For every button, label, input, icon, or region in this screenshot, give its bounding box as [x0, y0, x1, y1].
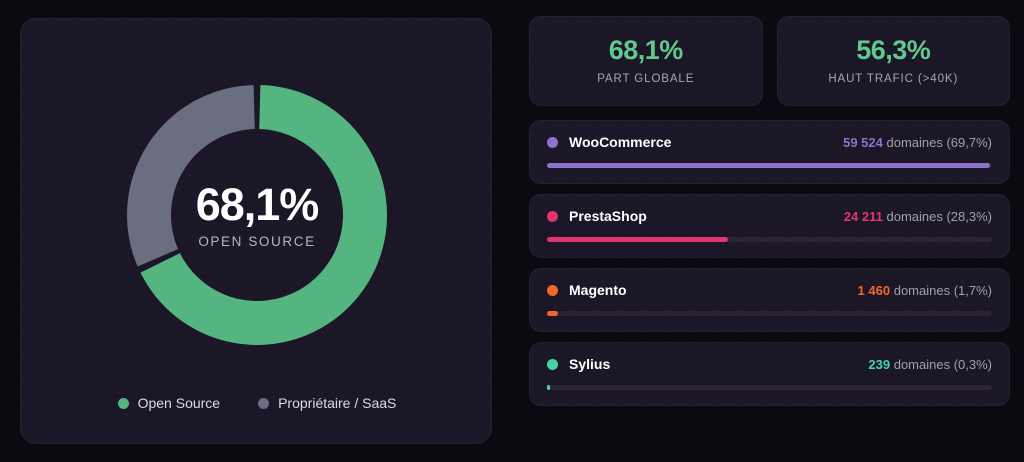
platform-identity: WooCommerce	[547, 134, 671, 150]
platform-domain-count: 239	[868, 356, 891, 372]
stats-and-platforms-panel: 68,1% PART GLOBALE 56,3% HAUT TRAFIC (>40K)…	[529, 16, 1010, 446]
platform-color-dot-icon	[547, 284, 558, 296]
platform-identity: Magento	[547, 282, 627, 298]
platform-progress-fill	[547, 385, 550, 390]
donut-slice-open-source[interactable]	[140, 85, 387, 345]
platform-value-suffix: domaines (69,7%)	[886, 134, 993, 150]
platform-value-suffix: domaines (28,3%)	[886, 208, 993, 224]
legend-item-label: Propriétaire / SaaS	[278, 395, 397, 411]
platform-progress-track	[547, 385, 992, 390]
donut-chart-svg	[127, 85, 387, 345]
kpi-label: HAUT TRAFIC (>40K)	[828, 73, 959, 85]
platform-progress-track	[547, 311, 992, 316]
kpi-label: PART GLOBALE	[597, 73, 695, 85]
kpi-value: 68,1%	[608, 35, 684, 65]
platform-name: Sylius	[569, 356, 611, 372]
platform-domain-count: 1 460	[857, 282, 891, 298]
platform-row-header: Sylius 239 domaines (0,3%)	[547, 356, 992, 372]
platform-row-header: WooCommerce 59 524 domaines (69,7%)	[547, 134, 992, 150]
platform-row-header: PrestaShop 24 211 domaines (28,3%)	[547, 208, 992, 224]
platform-row[interactable]: PrestaShop 24 211 domaines (28,3%)	[529, 194, 1010, 258]
platform-value: 239 domaines (0,3%)	[868, 357, 992, 372]
platform-domain-count: 24 211	[843, 208, 883, 224]
legend-color-dot-icon	[117, 397, 129, 409]
chart-legend: Open Source Propriétaire / SaaS	[21, 395, 493, 411]
platform-progress-fill	[547, 163, 990, 168]
platform-color-dot-icon	[547, 136, 558, 148]
platform-progress-track	[547, 163, 992, 168]
platform-name: Magento	[569, 282, 627, 298]
legend-item[interactable]: Open Source	[117, 395, 221, 411]
donut-chart: 68,1% OPEN SOURCE	[127, 85, 387, 345]
platform-row[interactable]: Sylius 239 domaines (0,3%)	[529, 342, 1010, 406]
platform-progress-track	[547, 237, 992, 242]
platform-row-header: Magento 1 460 domaines (1,7%)	[547, 282, 992, 298]
kpi-card-row: 68,1% PART GLOBALE 56,3% HAUT TRAFIC (>40K)	[529, 16, 1010, 106]
platform-value-suffix: domaines (1,7%)	[893, 282, 992, 298]
platform-progress-fill	[547, 311, 558, 316]
legend-color-dot-icon	[258, 397, 270, 409]
platform-name: PrestaShop	[569, 208, 647, 224]
platform-value: 24 211 domaines (28,3%)	[844, 209, 992, 224]
platform-share-list: WooCommerce 59 524 domaines (69,7%) Presta…	[529, 120, 1010, 406]
platform-value: 1 460 domaines (1,7%)	[858, 283, 992, 298]
platform-value-suffix: domaines (0,3%)	[893, 356, 992, 372]
kpi-card: 56,3% HAUT TRAFIC (>40K)	[776, 16, 1010, 106]
platform-identity: Sylius	[547, 356, 610, 372]
platform-progress-fill	[547, 237, 728, 242]
open-source-share-chart-card: 68,1% OPEN SOURCE Open Source Propriétair…	[20, 18, 492, 444]
platform-name: WooCommerce	[569, 134, 672, 150]
legend-item[interactable]: Propriétaire / SaaS	[258, 395, 396, 411]
platform-color-dot-icon	[547, 358, 558, 370]
donut-slice-propri-taire-saas[interactable]	[127, 85, 255, 267]
platform-value: 59 524 domaines (69,7%)	[843, 135, 992, 150]
legend-item-label: Open Source	[137, 395, 221, 411]
platform-identity: PrestaShop	[547, 208, 647, 224]
platform-row[interactable]: WooCommerce 59 524 domaines (69,7%)	[529, 120, 1010, 184]
kpi-card: 68,1% PART GLOBALE	[529, 16, 763, 106]
platform-row[interactable]: Magento 1 460 domaines (1,7%)	[529, 268, 1010, 332]
platform-color-dot-icon	[547, 210, 558, 222]
kpi-value: 56,3%	[856, 35, 931, 65]
platform-domain-count: 59 524	[843, 134, 883, 150]
